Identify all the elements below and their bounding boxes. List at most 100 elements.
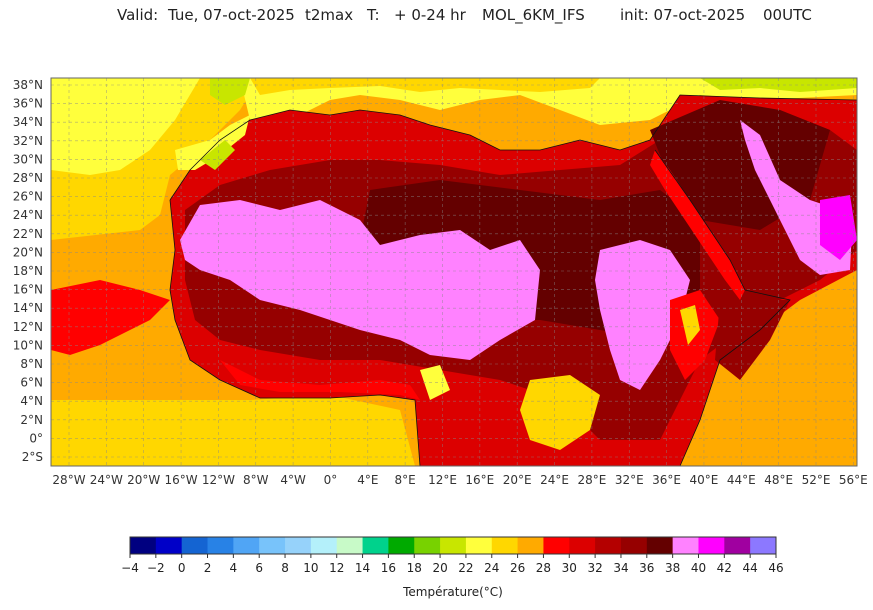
longitude-label: 32°E [615, 473, 644, 487]
colorbar-label: 6 [255, 561, 263, 575]
colorbar-swatch [310, 537, 338, 554]
colorbar-swatch [672, 537, 699, 554]
latitude-label: 10°N [13, 338, 43, 352]
latitude-label: 26°N [13, 190, 43, 204]
latitude-label: 14°N [13, 301, 43, 315]
ethiopia-peak [680, 305, 700, 345]
graticule [51, 78, 857, 466]
north-coastline [169, 94, 857, 201]
colorbar-swatch [646, 537, 674, 554]
north-atlantic-cool [51, 78, 200, 175]
longitude-label: 20°W [127, 473, 160, 487]
colorbar-label: 42 [717, 561, 732, 575]
colorbar-label: 2 [204, 561, 212, 575]
latitude-label: 16°N [13, 283, 43, 297]
arabian-sea [790, 270, 857, 466]
colorbar-label: 32 [587, 561, 602, 575]
colorbar-swatch [130, 537, 157, 554]
variable-name: t2max [305, 6, 354, 24]
sudan-extreme [595, 240, 690, 390]
colorbar-swatch [285, 537, 312, 554]
t-label: T: [367, 6, 380, 24]
colorbar-label: 10 [303, 561, 318, 575]
valid-date: Tue, 07-oct-2025 [168, 6, 295, 24]
longitude-label: 8°W [243, 473, 269, 487]
map-frame [50, 77, 858, 467]
latitude-labels: 38°N 36°N 34°N 32°N 30°N 28°N 26°N 24°N 22°N 20°N… [13, 78, 43, 464]
latitude-label: 2°N [20, 413, 43, 427]
colorbar-label: 28 [536, 561, 551, 575]
colorbar-swatch [620, 537, 648, 554]
longitude-label: 20°E [503, 473, 532, 487]
latitude-label: 36°N [13, 97, 43, 111]
longitude-label: 44°E [727, 473, 756, 487]
horn-of-africa [715, 300, 790, 380]
init-time: 00UTC [763, 6, 812, 24]
colorbar-frame [129, 536, 777, 555]
latitude-label: 30°N [13, 152, 43, 166]
colorbar-swatch [388, 537, 415, 554]
latitude-label: 6°N [20, 376, 43, 390]
guinea-coast [220, 360, 420, 400]
colorbar-swatch [233, 537, 260, 554]
longitude-label: 48°E [764, 473, 793, 487]
longitude-label: 12°E [428, 473, 457, 487]
colorbar-swatch [440, 537, 467, 554]
init-date: init: 07-oct-2025 [620, 6, 746, 24]
colorbar-label: 24 [484, 561, 499, 575]
atlas-mountains [200, 140, 235, 170]
longitude-label: 24°W [90, 473, 123, 487]
longitude-label: 56°E [839, 473, 868, 487]
latitude-label: 28°N [13, 171, 43, 185]
gulf-of-guinea [51, 395, 415, 466]
colorbar-label: 40 [691, 561, 706, 575]
lead-time: + 0-24 hr [394, 6, 466, 24]
east-coastline [654, 149, 791, 466]
sahara-extreme-west [180, 200, 540, 360]
colorbar-label: −2 [147, 561, 165, 575]
valid-label: Valid: [117, 6, 159, 24]
colorbar-label: 36 [639, 561, 654, 575]
colorbar-swatch [750, 537, 777, 554]
latitude-label: 22°N [13, 227, 43, 241]
longitude-label: 28°W [52, 473, 85, 487]
latitude-label: 8°N [20, 357, 43, 371]
colorbar-swatch [595, 537, 622, 554]
colorbar-swatch [724, 537, 751, 554]
latitude-label: 2°S [22, 450, 43, 464]
latitude-label: 0° [29, 431, 43, 445]
latitude-label: 38°N [13, 78, 43, 92]
longitude-label: 52°E [802, 473, 831, 487]
longitude-label: 16°E [465, 473, 494, 487]
longitude-label: 28°E [577, 473, 606, 487]
colorbar-label: 34 [613, 561, 628, 575]
colorbar-swatch [155, 537, 183, 554]
latitude-label: 24°N [13, 208, 43, 222]
colorbar-label: 26 [510, 561, 525, 575]
map-header: Valid: Tue, 07-oct-2025 t2max T: + 0-24 … [0, 6, 873, 28]
arabia-peak [820, 195, 857, 260]
colorbar-label: 8 [281, 561, 289, 575]
colorbar-label: 12 [329, 561, 344, 575]
longitude-labels: 28°W 24°W 20°W 16°W 12°W 8°W 4°W 0° 4°E 8°E 12°E 16… [52, 473, 867, 487]
colorbar: −4 −2 0 2 4 6 8 10 12 14 16 18 20 22 24 26 28 30 32 34 36 38 4… [121, 536, 784, 575]
atlantic-warm-tongue [51, 280, 170, 355]
colorbar-swatch [517, 537, 544, 554]
longitude-label: 0° [324, 473, 338, 487]
colorbar-swatch [698, 537, 725, 554]
model-name: MOL_6KM_IFS [482, 6, 585, 24]
mediterranean-north [250, 78, 600, 95]
latitude-label: 34°N [13, 115, 43, 129]
colorbar-swatch [181, 537, 209, 554]
colorbar-label: 16 [381, 561, 396, 575]
colorbar-label: 44 [743, 561, 758, 575]
colorbar-swatch [569, 537, 596, 554]
colorbar-swatch [336, 537, 364, 554]
longitude-label: 8°E [395, 473, 416, 487]
longitude-label: 16°W [164, 473, 197, 487]
longitude-label: 36°E [652, 473, 681, 487]
colorbar-label: 30 [562, 561, 577, 575]
latitude-label: 18°N [13, 264, 43, 278]
colorbar-swatch [543, 537, 570, 554]
